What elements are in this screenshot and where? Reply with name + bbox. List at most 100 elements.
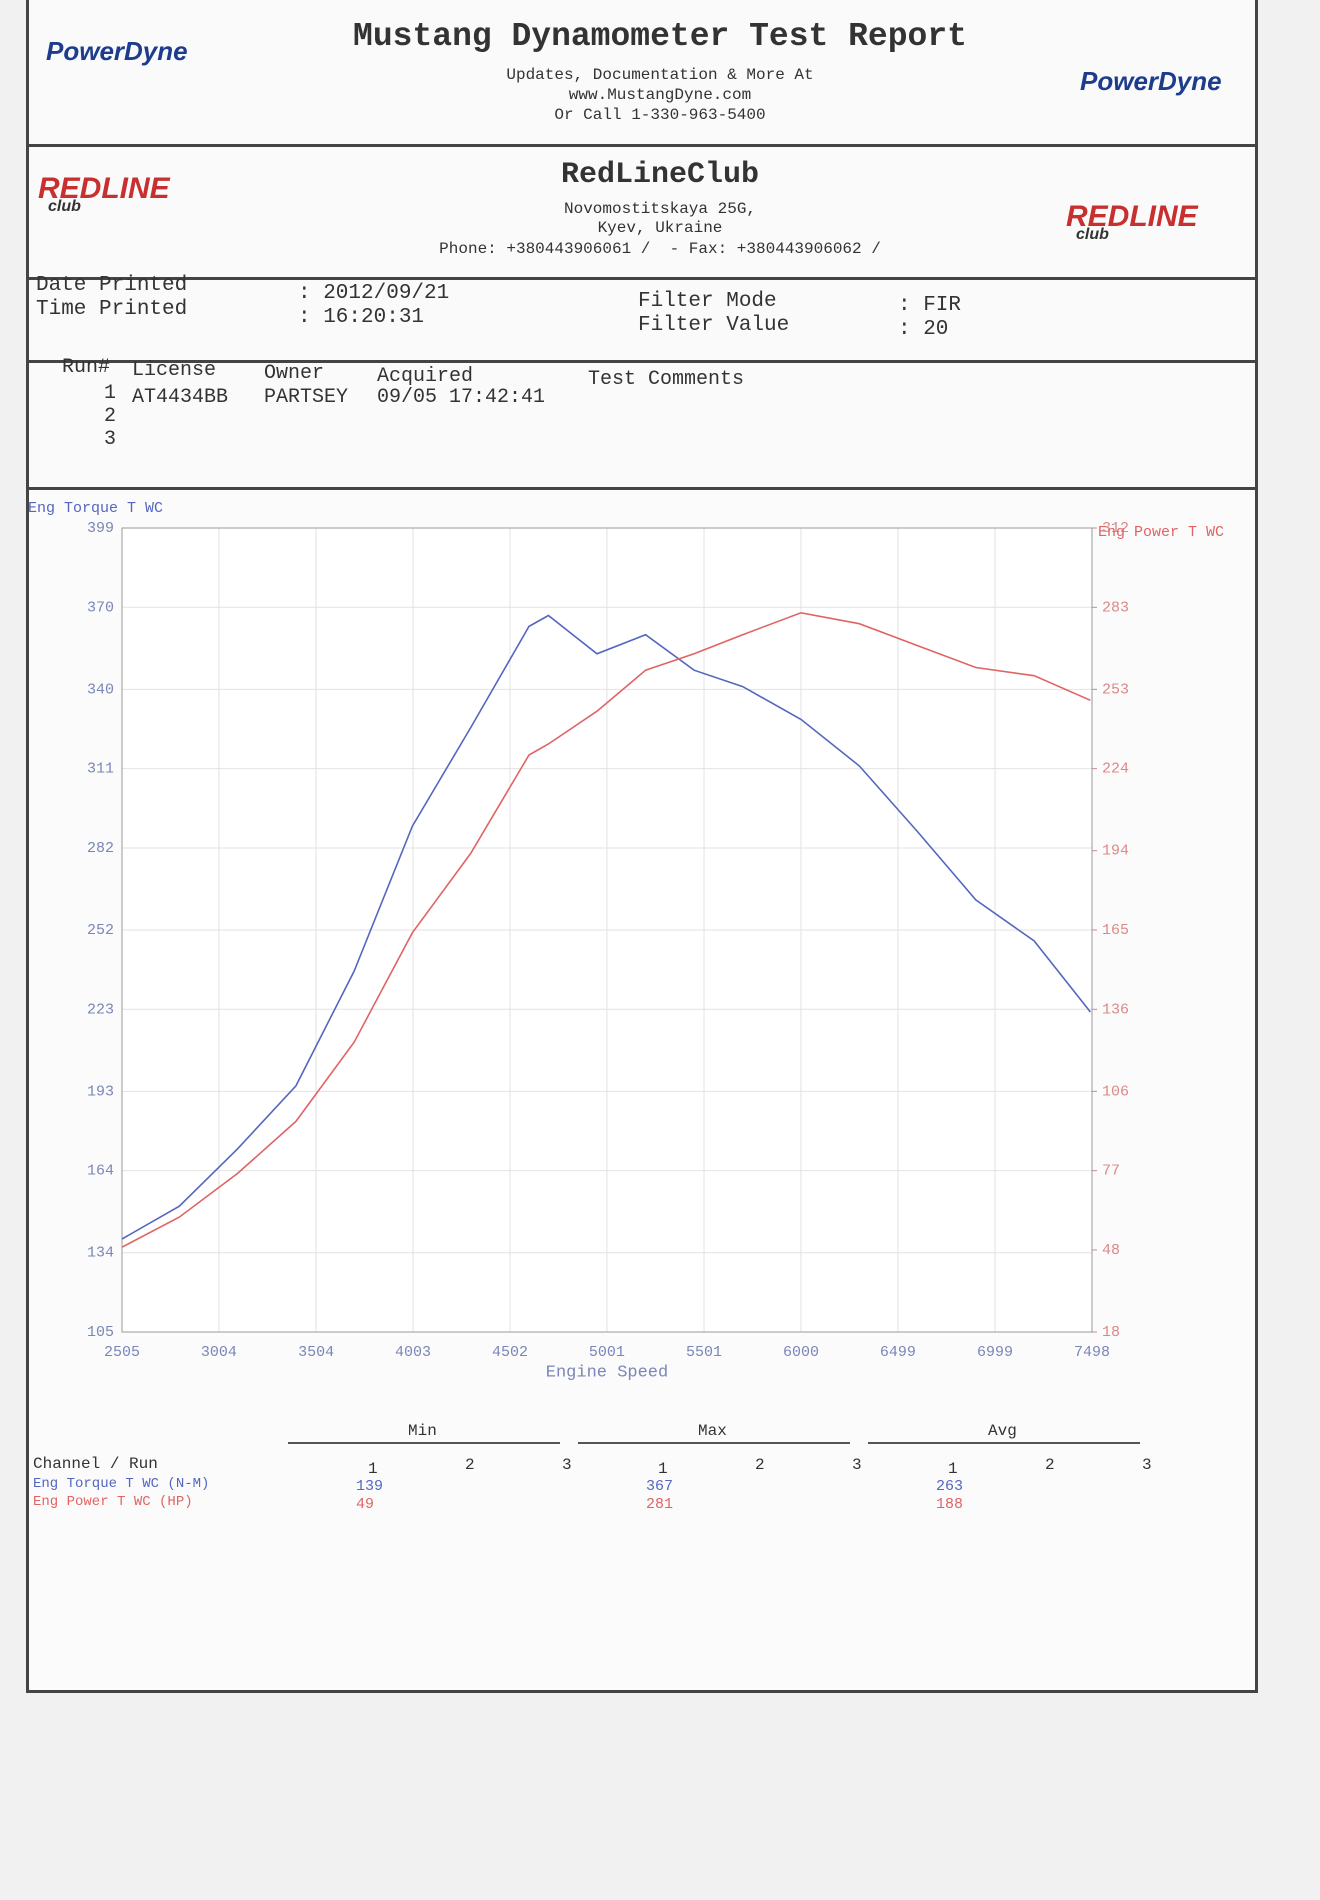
shop-name: RedLineClub [560, 158, 760, 192]
y2-tick-label: 253 [1102, 681, 1129, 698]
group-rule [288, 1442, 560, 1444]
y-tick-label: 370 [87, 599, 114, 616]
y2-tick-label: 18 [1102, 1324, 1120, 1341]
y2-tick-label: 283 [1102, 599, 1129, 616]
runs-box [26, 363, 1258, 490]
shop-line: Phone: +380443906061 / - Fax: +380443906… [439, 240, 881, 258]
stats-channel: Eng Power T WC (HP) [33, 1494, 193, 1510]
stats-group: Avg [988, 1422, 1017, 1440]
stats-value: 281 [646, 1496, 674, 1513]
group-rule [578, 1442, 850, 1444]
stats-corner: Channel / Run [33, 1455, 158, 1473]
y-axis-title: Eng Torque T WC [28, 500, 163, 517]
info-value: : 16:20:31 [298, 306, 425, 329]
runs-header: Owner [264, 362, 325, 385]
series-line [121, 611, 1091, 1248]
stats-run: 3 [1142, 1456, 1152, 1474]
info-label: Filter Value [638, 314, 790, 337]
x-tick-label: 7498 [1074, 1344, 1110, 1361]
header-line: www.MustangDyne.com [568, 86, 752, 104]
stats-run: 3 [562, 1456, 572, 1474]
stats-run: 1 [948, 1460, 958, 1478]
info-label: Time Printed [36, 298, 188, 321]
runs-header: Test Comments [588, 368, 745, 391]
chart: 105 134 164 193 223 252 282 311 340 370 399 18 48 77 1… [28, 500, 1224, 1383]
logo: REDLINE [1066, 200, 1198, 233]
y-tick-label: 164 [87, 1163, 114, 1180]
info-value: : 2012/09/21 [298, 282, 450, 305]
stats-group: Min [408, 1422, 437, 1440]
y2-tick-label: 194 [1102, 843, 1129, 860]
y2-tick-label: 165 [1102, 922, 1129, 939]
stats-value: 139 [356, 1478, 384, 1495]
y-tick-label: 134 [87, 1245, 114, 1262]
x-tick-label: 6499 [880, 1344, 916, 1361]
x-tick-label: 5501 [686, 1344, 722, 1361]
runs-cell: 09/05 17:42:41 [377, 386, 546, 409]
y-tick-label: 193 [87, 1083, 114, 1100]
stats-value: 188 [936, 1496, 964, 1513]
x-axis-title: Engine Speed [546, 1363, 668, 1382]
y-tick-label: 340 [87, 681, 114, 698]
stats-run: 2 [755, 1456, 765, 1474]
y-tick-label: 105 [87, 1324, 114, 1341]
y2-tick-label: 77 [1102, 1163, 1120, 1180]
page: PowerDyne PowerDyne Mustang Dynamometer … [26, 0, 1258, 1693]
logo: PowerDyne [1080, 66, 1222, 96]
y-tick-label: 311 [87, 761, 114, 778]
y2-tick-label: 224 [1102, 761, 1129, 778]
info-value: : FIR [898, 294, 962, 317]
stats-run: 2 [1045, 1456, 1055, 1474]
y2-tick-label: 312 [1102, 520, 1129, 537]
runs-cell: 1 [104, 382, 117, 405]
y-tick-label: 282 [87, 840, 114, 857]
stats-run: 1 [658, 1460, 668, 1478]
report-title: Mustang Dynamometer Test Report [353, 18, 967, 55]
stats-channel: Eng Torque T WC (N-M) [33, 1476, 210, 1492]
header-box [26, 0, 1258, 147]
runs-cell: 3 [104, 428, 117, 451]
stats-run: 2 [465, 1456, 475, 1474]
logo: REDLINE [38, 172, 170, 205]
header-line: Or Call 1-330-963-5400 [554, 106, 766, 124]
info-label: Filter Mode [638, 290, 777, 313]
y-tick-label: 399 [87, 520, 114, 537]
runs-cell: AT4434BB [132, 386, 229, 409]
y2-tick-label: 48 [1102, 1242, 1120, 1259]
group-rule [868, 1442, 1140, 1444]
stats-run: 1 [368, 1460, 378, 1478]
stats-value: 49 [356, 1496, 375, 1513]
stats-value: 367 [646, 1478, 674, 1495]
y2-tick-label: 136 [1102, 1001, 1129, 1018]
x-tick-label: 6999 [977, 1344, 1013, 1361]
runs-header: Run# [62, 356, 111, 379]
y-tick-label: 223 [87, 1001, 114, 1018]
shop-line: Kyev, Ukraine [597, 219, 723, 237]
logo-sub: club [48, 198, 81, 215]
logo-sub: club [1076, 226, 1109, 243]
info-value: : 20 [898, 318, 949, 341]
plot-frame [121, 527, 1093, 1333]
shop-line: Novomostitskaya 25G, [563, 200, 757, 218]
info-label: Date Printed [36, 274, 188, 297]
x-tick-label: 4502 [492, 1344, 528, 1361]
stats-group: Max [698, 1422, 727, 1440]
stats-run: 3 [852, 1456, 862, 1474]
x-tick-label: 2505 [104, 1344, 140, 1361]
runs-cell: PARTSEY [264, 386, 349, 409]
shop-box [26, 147, 1258, 280]
y2-axis-title: Eng Power T WC [1098, 524, 1224, 541]
x-tick-label: 3004 [201, 1344, 237, 1361]
info-box [26, 280, 1258, 363]
x-tick-label: 4003 [395, 1344, 431, 1361]
runs-cell: 2 [104, 405, 117, 428]
runs-header: License [132, 359, 217, 382]
header-line: Updates, Documentation & More At [506, 66, 814, 84]
logo: PowerDyne [46, 36, 188, 66]
x-tick-label: 6000 [783, 1344, 819, 1361]
stats-value: 263 [936, 1478, 964, 1495]
x-tick-label: 3504 [298, 1344, 334, 1361]
x-tick-label: 5001 [589, 1344, 625, 1361]
y2-tick-label: 106 [1102, 1083, 1129, 1100]
runs-header: Acquired [377, 365, 474, 388]
